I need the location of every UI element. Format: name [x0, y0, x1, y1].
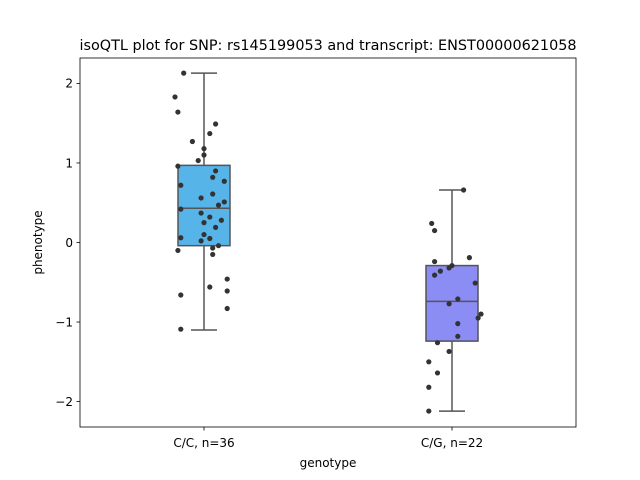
data-point [189, 138, 195, 145]
data-point [178, 292, 184, 298]
data-point [461, 187, 467, 193]
data-point [472, 280, 478, 286]
data-point [213, 121, 219, 127]
data-point [201, 146, 207, 152]
data-point [224, 288, 230, 294]
box-group-1 [172, 70, 231, 332]
data-point [221, 178, 227, 184]
data-point [201, 220, 207, 226]
x-tick-label: C/C, n=36 [173, 436, 234, 450]
data-point [446, 301, 452, 307]
data-point [210, 174, 216, 180]
data-point [437, 268, 443, 274]
data-point [178, 235, 184, 241]
x-axis: C/C, n=36 C/G, n=22 [173, 427, 483, 450]
data-point [175, 109, 181, 115]
data-point [198, 210, 204, 216]
data-point [195, 157, 201, 164]
y-tick-label: −1 [55, 315, 73, 329]
data-point [426, 384, 432, 390]
data-point [207, 130, 213, 137]
x-axis-label: genotype [300, 456, 357, 470]
data-point [475, 315, 481, 321]
data-point [213, 224, 219, 230]
data-point [175, 163, 181, 169]
data-point [210, 245, 216, 251]
box-iqr [425, 264, 479, 342]
data-point [215, 243, 222, 249]
data-point [210, 191, 216, 197]
data-point [455, 321, 461, 327]
y-tick-label: −2 [55, 395, 73, 409]
y-tick-label: 1 [65, 156, 73, 170]
data-point [198, 238, 204, 244]
data-point [224, 305, 230, 312]
data-point [455, 296, 461, 302]
data-point [224, 276, 230, 282]
data-point [446, 265, 452, 271]
data-point [210, 251, 216, 258]
y-tick-label: 2 [65, 77, 73, 91]
data-point [201, 231, 207, 238]
plot-area [172, 70, 484, 414]
data-point [175, 247, 181, 254]
data-point [432, 227, 438, 234]
chart-title: isoQTL plot for SNP: rs145199053 and tra… [79, 38, 576, 54]
y-axis: −2 −1 0 1 2 [55, 77, 80, 409]
data-point [198, 195, 204, 201]
data-point [178, 182, 184, 188]
data-point [446, 348, 452, 355]
data-point [221, 199, 227, 205]
data-point [478, 311, 484, 317]
axes-frame [79, 57, 577, 428]
data-point [434, 340, 441, 346]
data-point [178, 326, 184, 332]
data-point [429, 220, 435, 227]
data-point [432, 258, 438, 265]
data-point [466, 255, 472, 261]
data-point [178, 206, 184, 212]
y-tick-label: 0 [65, 236, 73, 250]
data-point [201, 152, 207, 158]
data-point [434, 370, 441, 376]
data-point [181, 70, 187, 76]
data-point [432, 272, 438, 278]
x-tick-label: C/G, n=22 [421, 436, 483, 450]
data-point [207, 284, 213, 290]
y-axis-label: phenotype [31, 210, 45, 274]
data-point [426, 359, 432, 365]
data-point [172, 94, 178, 100]
data-point [215, 202, 222, 208]
box-group-2 [425, 187, 484, 414]
data-point [455, 333, 461, 339]
data-point [218, 217, 224, 223]
data-point [213, 168, 219, 174]
data-point [207, 214, 213, 220]
data-point [207, 235, 213, 242]
data-point [426, 408, 432, 414]
